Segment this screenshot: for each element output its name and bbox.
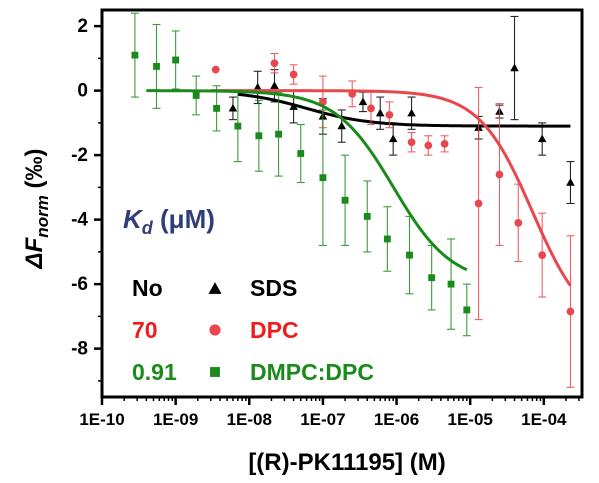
data-point: [385, 110, 394, 119]
data-point: [213, 104, 221, 112]
data-point: [255, 132, 263, 140]
y-tick-label: -4: [71, 210, 88, 231]
y-axis-title-unit: (‰): [21, 149, 48, 196]
data-point: [131, 51, 139, 59]
data-point: [514, 218, 523, 227]
y-tick-label: -6: [71, 274, 88, 295]
plot-frame: [100, 8, 584, 399]
y-tick-label: -2: [71, 145, 88, 166]
data-point: [192, 92, 200, 99]
data-point: [363, 212, 371, 220]
fit-curve: [210, 89, 572, 287]
legend-series-name: SDS: [250, 275, 297, 301]
y-tick-label: 0: [77, 81, 88, 102]
x-tick-label: 1E-07: [300, 410, 345, 429]
series-sds: [228, 15, 575, 205]
data-point: [367, 104, 375, 113]
data-point: [172, 56, 180, 64]
data-point: [440, 139, 449, 148]
kd-heading: Kd (μM): [123, 204, 215, 238]
data-point: [358, 97, 368, 106]
y-tick-label: 2: [77, 16, 88, 37]
legend: Kd (μM) No SDS 70 DPC 0.91 DMPC:DPC: [123, 204, 374, 385]
kd-heading-main: K: [123, 204, 144, 234]
data-point: [153, 63, 160, 70]
x-axis-title: [(R)-PK11195] (M): [248, 449, 445, 476]
data-point: [289, 102, 298, 110]
data-point: [270, 81, 279, 89]
legend-marker: [210, 367, 220, 377]
data-point: [538, 251, 547, 259]
series-dmpc-dpc: [130, 12, 471, 337]
data-point: [537, 134, 547, 143]
y-axis-title-sub: norm: [33, 195, 52, 238]
data-point: [495, 170, 504, 179]
legend-series-name: DPC: [250, 317, 299, 343]
fit-curve: [146, 89, 468, 272]
data-point: [348, 89, 357, 98]
legend-kd-value: 70: [132, 317, 158, 343]
data-point: [228, 103, 238, 112]
data-point: [337, 121, 346, 130]
fit-curve: [237, 92, 571, 128]
x-tick-label: 1E-10: [79, 410, 124, 429]
legend-kd-value: 0.91: [132, 359, 177, 385]
data-point: [234, 122, 242, 130]
data-point: [211, 65, 220, 74]
data-point: [407, 138, 416, 147]
legend-kd-value: No: [132, 275, 163, 301]
data-point: [319, 174, 327, 182]
data-point: [447, 280, 455, 288]
data-point: [270, 59, 279, 68]
data-point: [297, 150, 305, 157]
data-point: [407, 108, 416, 117]
x-tick-label: 1E-06: [374, 410, 419, 429]
kd-heading-sub: d: [142, 218, 154, 238]
legend-marker: [209, 324, 221, 336]
data-point: [566, 307, 575, 316]
legend-series-name: DMPC:DPC: [250, 359, 374, 385]
data-point: [463, 306, 471, 314]
data-point: [383, 235, 391, 243]
data-point: [375, 108, 385, 117]
y-tick-label: -8: [71, 339, 88, 360]
data-point: [474, 199, 483, 208]
kd-heading-unit: (μM): [153, 204, 215, 234]
data-point: [341, 196, 349, 204]
data-point: [428, 274, 436, 282]
data-point: [566, 178, 575, 186]
data-point: [275, 130, 282, 138]
x-tick-label: 1E-05: [447, 410, 492, 429]
data-point: [510, 63, 519, 72]
data-point: [406, 251, 413, 259]
x-tick-label: 1E-04: [521, 410, 567, 429]
data-point: [253, 82, 262, 91]
data-point: [424, 141, 433, 150]
axes: 1E-10 1E-09 1E-08 1E-07 1E-06 1E-05 1E-04 -8 -6 -…: [21, 8, 584, 476]
x-tick-label: 1E-08: [227, 410, 272, 429]
x-tick-label: 1E-09: [153, 410, 198, 429]
legend-marker: [208, 282, 222, 294]
series-dpc: [210, 52, 575, 388]
y-axis-title-base: ΔF: [21, 236, 48, 269]
data-point: [289, 70, 298, 79]
plot-marks: [130, 12, 575, 388]
data-point: [388, 134, 398, 143]
y-axis-title: ΔFnorm (‰): [21, 149, 52, 270]
